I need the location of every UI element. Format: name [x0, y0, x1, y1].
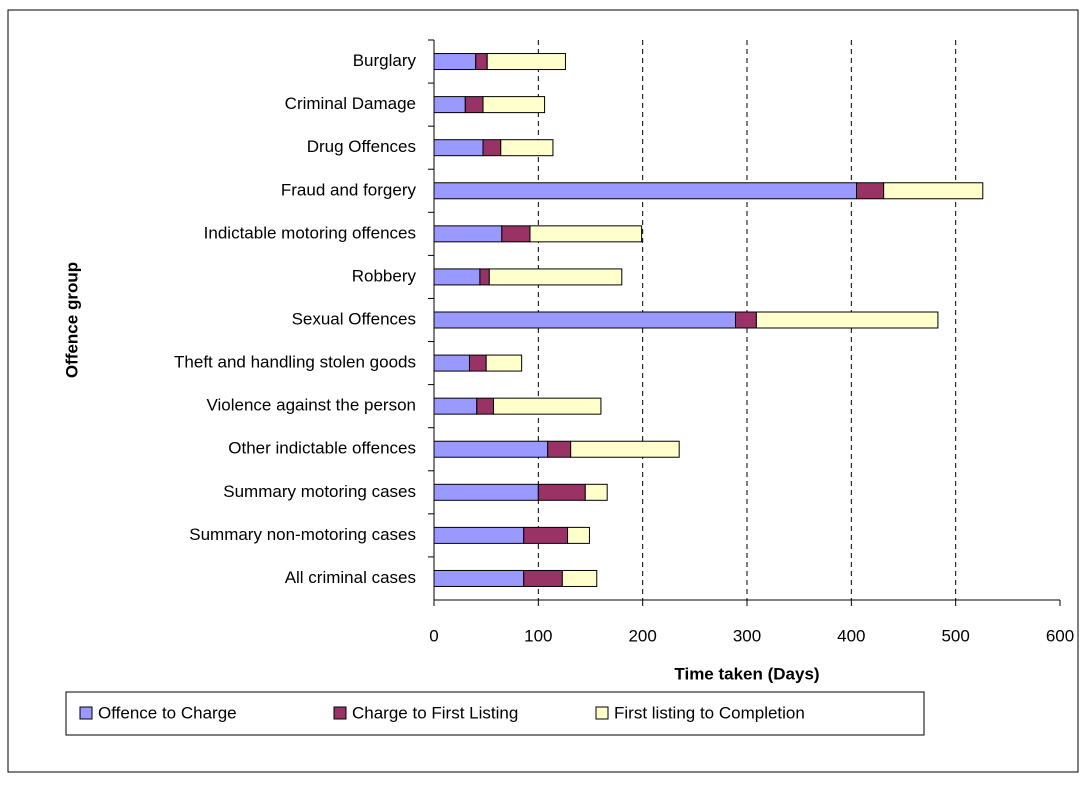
x-tick-label: 300	[733, 626, 761, 645]
bar-segment	[482, 96, 546, 114]
bar-segment	[468, 354, 487, 372]
bar-segment	[433, 53, 477, 71]
bar-segment	[476, 397, 494, 415]
bar-segment	[567, 526, 590, 544]
x-tick-label: 600	[1046, 626, 1074, 645]
legend-swatch	[595, 706, 609, 720]
x-axis-label: Time taken (Days)	[674, 664, 819, 683]
legend	[65, 691, 925, 736]
bar-segment	[475, 53, 488, 71]
bar-segment	[883, 182, 984, 200]
bar-segment	[433, 311, 737, 329]
y-tick-label: Drug Offences	[307, 137, 416, 156]
bar-segment	[523, 569, 563, 587]
x-tick-label: 0	[429, 626, 438, 645]
y-tick-label: Other indictable offences	[228, 439, 416, 458]
y-tick-label: Fraud and forgery	[281, 180, 417, 199]
bar-segment	[433, 96, 466, 114]
bar-segment	[755, 311, 939, 329]
y-tick-label: Violence against the person	[206, 396, 416, 415]
y-tick-label: Robbery	[352, 266, 417, 285]
bar-segment	[433, 440, 549, 458]
bar-segment	[856, 182, 885, 200]
legend-swatch	[79, 706, 93, 720]
legend-label: Offence to Charge	[98, 703, 237, 722]
bar-segment	[433, 526, 525, 544]
x-tick-label: 100	[524, 626, 552, 645]
y-tick-label: Sexual Offences	[292, 309, 416, 328]
x-tick-label: 500	[941, 626, 969, 645]
bar-segment	[433, 182, 858, 200]
bar-segment	[500, 139, 554, 157]
bar-segment	[464, 96, 484, 114]
y-tick-label: Summary non-motoring cases	[189, 525, 416, 544]
bar-segment	[488, 268, 623, 286]
bar-segment	[735, 311, 757, 329]
x-tick-label: 200	[628, 626, 656, 645]
bar-segment	[482, 139, 502, 157]
y-tick-label: Summary motoring cases	[223, 482, 416, 501]
bar-segment	[537, 483, 586, 501]
bar-segment	[433, 569, 525, 587]
bar-segment	[433, 139, 484, 157]
legend-label: First listing to Completion	[614, 703, 805, 722]
y-tick-label: Criminal Damage	[285, 94, 416, 113]
bar-segment	[485, 354, 523, 372]
bar-segment	[561, 569, 598, 587]
bar-segment	[486, 53, 566, 71]
legend-label: Charge to First Listing	[352, 703, 518, 722]
bar-segment	[433, 397, 478, 415]
legend-swatch	[333, 706, 347, 720]
bar-segment	[523, 526, 569, 544]
bar-segment	[433, 354, 470, 372]
bar-segment	[501, 225, 531, 243]
y-tick-label: Burglary	[353, 51, 417, 70]
bar-segment	[433, 268, 481, 286]
y-axis-label: Offence group	[62, 262, 81, 378]
bar-segment	[492, 397, 602, 415]
bar-segment	[584, 483, 608, 501]
bar-segment	[433, 483, 539, 501]
x-tick-label: 400	[837, 626, 865, 645]
y-tick-label: Theft and handling stolen goods	[174, 353, 416, 372]
bar-segment	[547, 440, 572, 458]
bar-segment	[479, 268, 490, 286]
bar-segment	[529, 225, 643, 243]
bar-segment	[570, 440, 680, 458]
y-tick-label: Indictable motoring offences	[204, 223, 416, 242]
chart-frame	[7, 9, 1079, 773]
y-tick-label: All criminal cases	[285, 568, 416, 587]
bar-segment	[433, 225, 503, 243]
